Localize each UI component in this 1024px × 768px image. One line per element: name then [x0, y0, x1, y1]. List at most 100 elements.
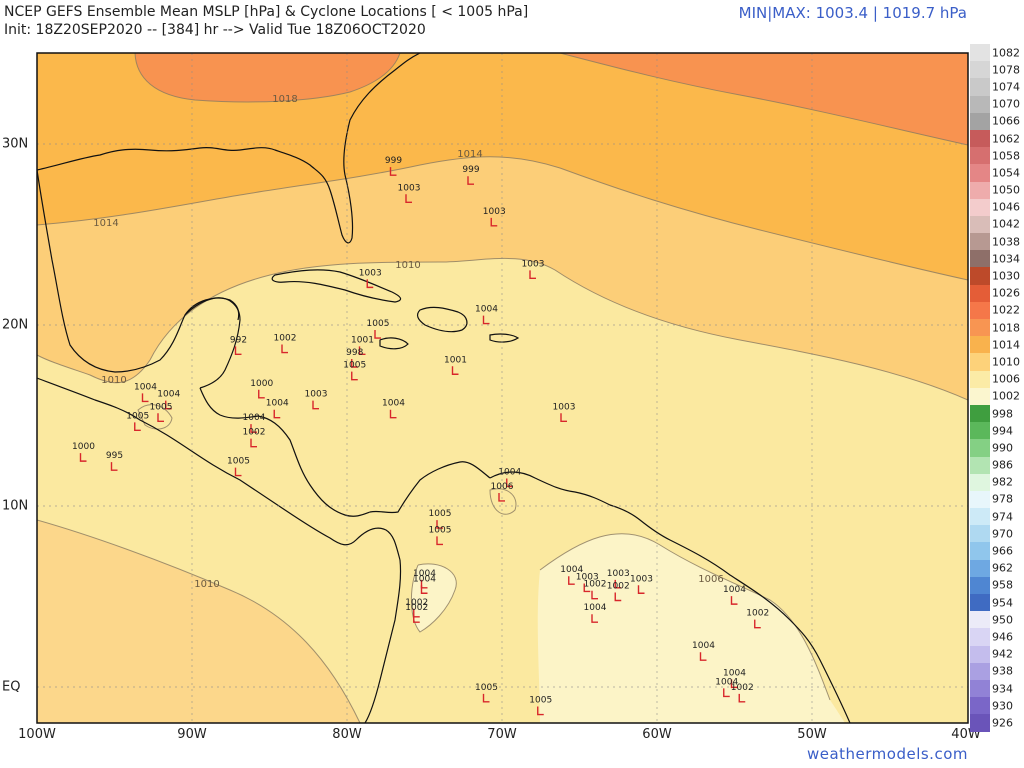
cyclone-pressure-label: 1002: [584, 580, 607, 590]
legend-value: 1066: [992, 114, 1020, 128]
cyclone-marker: 1003: [553, 402, 575, 423]
legend-value: 926: [992, 716, 1013, 730]
legend-entry: 1030: [970, 267, 1020, 285]
low-pressure-symbol: [134, 422, 141, 432]
low-pressure-symbol: [498, 492, 505, 502]
legend-swatch: [970, 267, 990, 285]
legend-entry: 1006: [970, 370, 1020, 388]
cyclone-marker: 1002: [584, 580, 607, 600]
legend-swatch: [970, 542, 990, 560]
legend-value: 1006: [992, 372, 1020, 386]
legend-value: 1026: [992, 286, 1020, 300]
legend-swatch: [970, 679, 990, 698]
cyclone-pressure-label: 1005: [227, 457, 250, 467]
coast-central-america-pacific: [37, 377, 401, 561]
cyclone-pressure-label: 1000: [250, 379, 273, 389]
legend-value: 994: [992, 424, 1013, 438]
legend-value: 966: [992, 544, 1013, 558]
cyclone-pressure-label: 1004: [157, 390, 180, 400]
legend-value: 954: [992, 596, 1013, 610]
cyclone-pressure-label: 1004: [723, 668, 746, 678]
low-pressure-symbol: [560, 413, 567, 423]
low-pressure-symbol: [405, 194, 412, 203]
legend-entry: 950: [970, 611, 1020, 629]
cyclone-pressure-label: 1002: [243, 428, 266, 438]
legend-value: 1010: [992, 355, 1020, 369]
cyclone-marker: 1002: [405, 603, 428, 623]
legend-entry: 1034: [970, 250, 1020, 268]
legend-value: 1082: [992, 46, 1020, 60]
low-pressure-symbol: [165, 400, 172, 410]
legend-swatch: [970, 559, 990, 577]
low-pressure-symbol: [413, 614, 420, 623]
low-pressure-symbol: [420, 585, 428, 594]
legend-swatch: [970, 164, 990, 182]
low-pressure-symbol: [234, 467, 242, 477]
legend-value: 1018: [992, 321, 1020, 335]
lon-label-90w: 90W: [177, 727, 207, 742]
lon-label-100w: 100W: [18, 727, 56, 742]
cyclone-marker: 1004: [498, 467, 521, 488]
coast-yucatan: [184, 297, 240, 321]
legend-swatch: [970, 319, 990, 337]
legend-entry: 998: [970, 404, 1020, 423]
legend-entry: 1074: [970, 78, 1020, 96]
low-pressure-symbol: [614, 579, 622, 589]
legend-swatch: [970, 422, 990, 440]
low-pressure-symbol: [529, 270, 536, 280]
cyclone-marker: 1005: [343, 361, 366, 381]
site-credit: weathermodels.com: [806, 745, 968, 763]
legend-swatch: [970, 198, 990, 216]
legend-value: 1002: [992, 389, 1020, 403]
lat-label-10n: 10N: [2, 498, 29, 514]
legend-value: 1054: [992, 166, 1020, 180]
cyclone-pressure-label: 1003: [359, 268, 382, 278]
legend-swatch: [970, 697, 990, 715]
legend-swatch: [970, 490, 990, 509]
cyclone-marker: 1004: [157, 390, 180, 410]
cyclone-marker: 995: [106, 451, 123, 471]
legend-swatch: [970, 714, 990, 732]
legend-swatch: [970, 456, 990, 474]
legend-value: 950: [992, 613, 1013, 627]
cyclone-marker: 998: [346, 348, 364, 368]
legend-entry: 1054: [970, 164, 1020, 182]
coast-mexico: [37, 169, 241, 389]
legend-entry: 1062: [970, 129, 1020, 148]
legend-value: 1038: [992, 235, 1020, 249]
cyclone-marker: 1003: [483, 207, 506, 227]
legend-value: 1078: [992, 63, 1020, 77]
low-pressure-symbol: [389, 409, 397, 419]
legend-value: 1058: [992, 149, 1020, 163]
legend-entry: 974: [970, 508, 1020, 526]
map-frame: [36, 52, 969, 724]
cyclone-marker: 1004: [243, 413, 266, 433]
low-pressure-symbol: [110, 462, 118, 471]
low-pressure-symbol: [436, 520, 443, 529]
lat-label-30n: 30N: [2, 136, 29, 152]
cyclone-marker: 1004: [715, 677, 738, 698]
cyclone-pressure-label: 1004: [560, 565, 583, 575]
legend-swatch: [970, 78, 990, 96]
legend-swatch: [970, 95, 990, 113]
cyclone-pressure-label: 1006: [491, 482, 514, 492]
low-pressure-symbol: [506, 478, 513, 488]
legend-swatch: [970, 112, 990, 130]
low-pressure-symbol: [250, 438, 257, 448]
cyclone-marker: 1004: [692, 641, 715, 661]
coast-jamaica: [379, 337, 409, 350]
legend-swatch: [970, 284, 990, 302]
lon-label-70w: 70W: [487, 727, 517, 742]
legend-entry: 986: [970, 456, 1020, 474]
legend-swatch: [970, 387, 990, 405]
isobar-label: 1010: [194, 579, 219, 590]
legend-value: 1030: [992, 269, 1020, 283]
low-pressure-symbol: [723, 688, 730, 698]
legend-value: 978: [992, 492, 1013, 506]
low-pressure-symbol: [451, 366, 459, 375]
cyclone-pressure-label: 1003: [483, 207, 506, 217]
cyclone-pressure-label: 995: [106, 451, 123, 461]
low-pressure-symbol: [537, 706, 544, 716]
legend-value: 1022: [992, 303, 1020, 317]
cyclone-marker: 999: [462, 165, 480, 185]
